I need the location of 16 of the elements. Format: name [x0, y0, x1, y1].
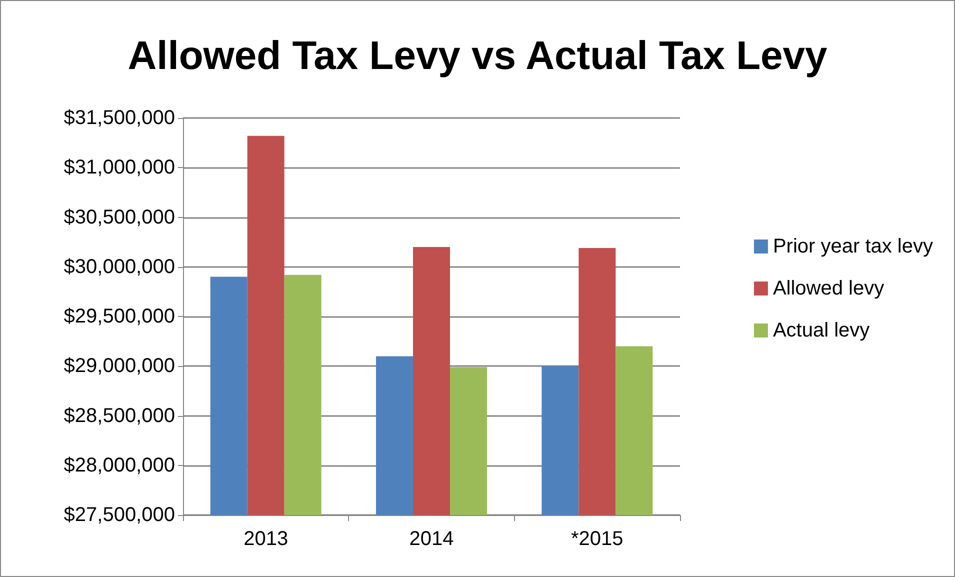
x-tick-label: 2014: [409, 528, 454, 550]
x-tick-label: 2013: [244, 528, 288, 550]
x-tick-label: *2015: [571, 528, 624, 550]
y-tick-label: $28,000,000: [64, 454, 175, 476]
y-tick-label: $30,000,000: [64, 256, 175, 278]
y-tick-label: $29,000,000: [64, 355, 175, 378]
legend-label: Prior year tax levy: [772, 236, 934, 258]
y-tick-label: $28,500,000: [64, 404, 175, 427]
y-tick-label: $30,500,000: [64, 206, 175, 228]
legend-label: Actual levy: [772, 320, 870, 342]
y-tick-label: $27,500,000: [64, 504, 175, 526]
y-tick-label: $31,500,000: [64, 107, 175, 129]
legend-label: Allowed levy: [772, 278, 884, 300]
chart-title: Allowed Tax Levy vs Actual Tax Levy: [128, 34, 828, 78]
y-tick-label: $31,000,000: [64, 156, 175, 179]
y-tick-label: $29,500,000: [64, 306, 175, 328]
